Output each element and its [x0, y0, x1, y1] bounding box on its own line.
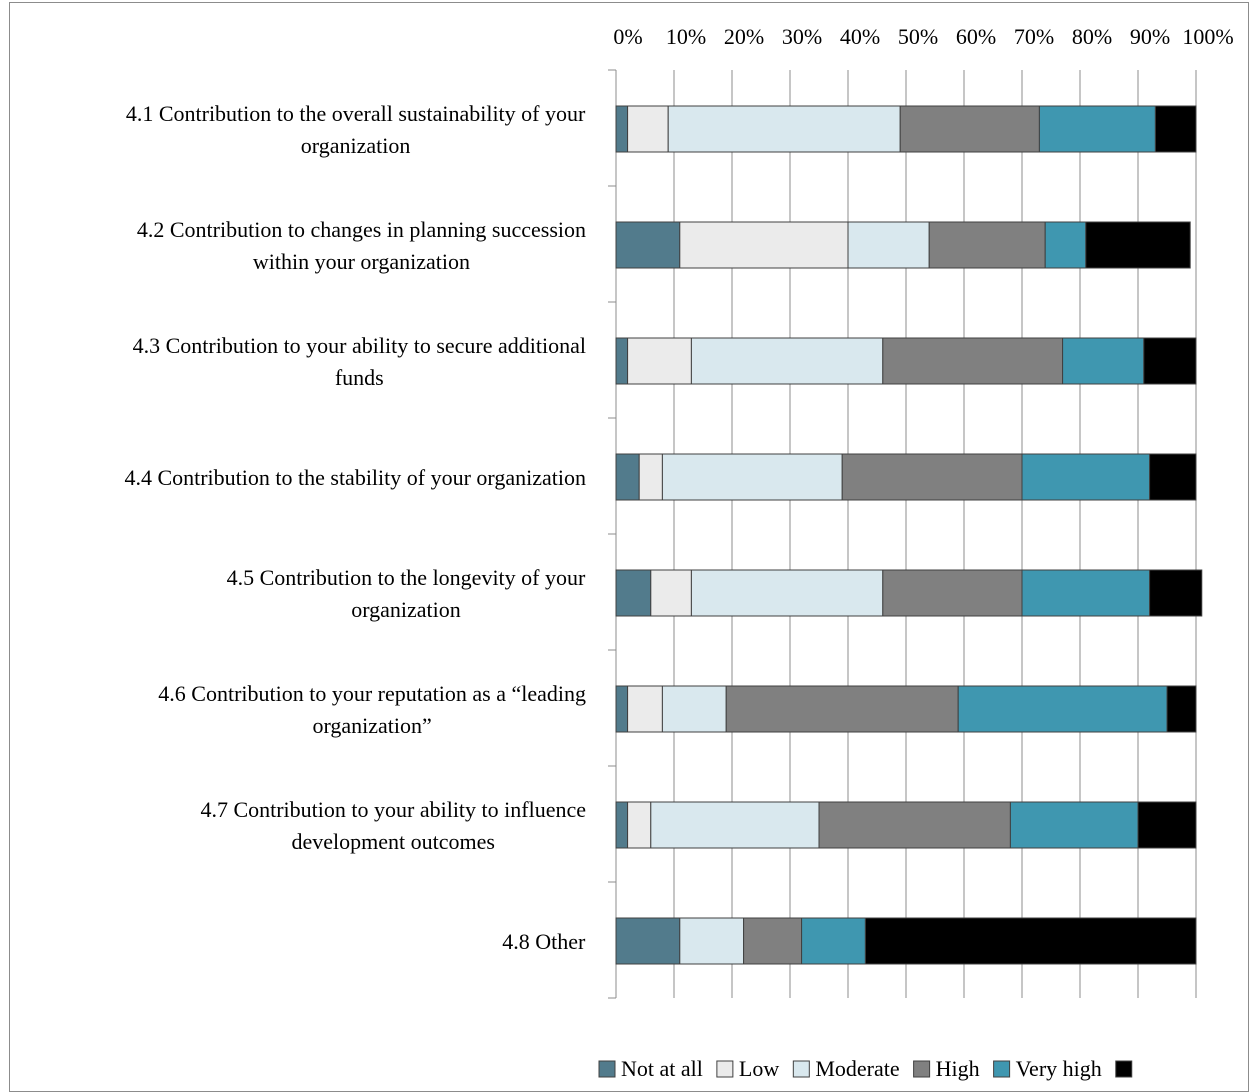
x-tick-label: 90% — [1130, 24, 1170, 49]
bar-segment — [957, 685, 1168, 733]
legend-swatch — [913, 1060, 931, 1078]
bar-segment — [1154, 105, 1197, 153]
bar-segment — [1149, 453, 1197, 501]
x-tick-label: 50% — [898, 24, 938, 49]
legend-swatch — [993, 1060, 1011, 1078]
bar-segment — [661, 453, 843, 501]
legend-label: High — [936, 1056, 980, 1081]
category-label: 4.2 Contribution to changes in planning … — [137, 217, 586, 274]
bar-segment — [627, 105, 669, 153]
bar-segment — [650, 569, 692, 617]
bar-segment — [1085, 221, 1191, 269]
bar-segment — [650, 801, 820, 849]
legend-label: Very high — [1016, 1056, 1102, 1081]
bar-segment — [615, 221, 681, 269]
legend-swatch — [1115, 1060, 1133, 1078]
bar-segment — [1009, 801, 1139, 849]
bar-segment — [615, 453, 640, 501]
category-label: 4.6 Contribution to your reputation as a… — [158, 681, 586, 738]
legend-swatch — [598, 1060, 616, 1078]
bar-segment — [690, 569, 884, 617]
legend-label: Moderate — [815, 1056, 899, 1081]
bar-segment — [841, 453, 1023, 501]
bar-segment — [818, 801, 1011, 849]
bar-segment — [725, 685, 959, 733]
bar-segment — [1149, 569, 1203, 617]
bar-segment — [1038, 105, 1156, 153]
bar-segment — [667, 105, 901, 153]
bar-segment — [615, 917, 681, 965]
x-tick-label: 40% — [840, 24, 880, 49]
x-tick-label: 100% — [1182, 24, 1233, 49]
bar-segment — [743, 917, 803, 965]
bar-segment — [627, 801, 652, 849]
x-tick-label: 80% — [1072, 24, 1112, 49]
legend-swatch — [716, 1060, 734, 1078]
legend-label: Low — [739, 1056, 779, 1081]
bar-segment — [1137, 801, 1197, 849]
bar-segment — [627, 337, 692, 385]
bar-segment — [679, 917, 745, 965]
bar-segment — [1021, 569, 1151, 617]
legend-swatch — [792, 1060, 810, 1078]
category-label: 4.3 Contribution to your ability to secu… — [133, 333, 586, 390]
x-tick-label: 20% — [724, 24, 764, 49]
category-label: 4.5 Contribution to the longevity of you… — [227, 565, 586, 622]
bar-segment — [1044, 221, 1087, 269]
bar-segment — [690, 337, 884, 385]
bar-segment — [847, 221, 930, 269]
bar-segment — [661, 685, 727, 733]
bar-segment — [801, 917, 866, 965]
bar-segment — [615, 105, 629, 153]
x-tick-label: 0% — [613, 24, 642, 49]
bar-segment — [1062, 337, 1145, 385]
bar-segment — [1021, 453, 1151, 501]
bar-segment — [1143, 337, 1197, 385]
category-label: 4.1 Contribution to the overall sustaina… — [126, 101, 586, 158]
bar-segment — [615, 801, 629, 849]
legend-label: Not at all — [621, 1056, 703, 1081]
category-label: 4.4 Contribution to the stability of you… — [124, 465, 586, 490]
bar-segment — [882, 569, 1023, 617]
x-tick-label: 30% — [782, 24, 822, 49]
x-tick-label: 60% — [956, 24, 996, 49]
bar-segment — [615, 569, 652, 617]
bar-segment — [899, 105, 1040, 153]
bar-segment — [864, 917, 1197, 965]
bar-segment — [928, 221, 1046, 269]
bar-segment — [1166, 685, 1197, 733]
bar-segment — [679, 221, 849, 269]
bar-segment — [638, 453, 663, 501]
bar-segment — [627, 685, 663, 733]
category-label: 4.8 Other — [502, 929, 586, 954]
x-tick-label: 10% — [666, 24, 706, 49]
category-label: 4.7 Contribution to your ability to infl… — [200, 797, 586, 854]
x-tick-label: 70% — [1014, 24, 1054, 49]
bar-segment — [615, 337, 629, 385]
bar-segment — [615, 685, 629, 733]
bar-segment — [882, 337, 1064, 385]
